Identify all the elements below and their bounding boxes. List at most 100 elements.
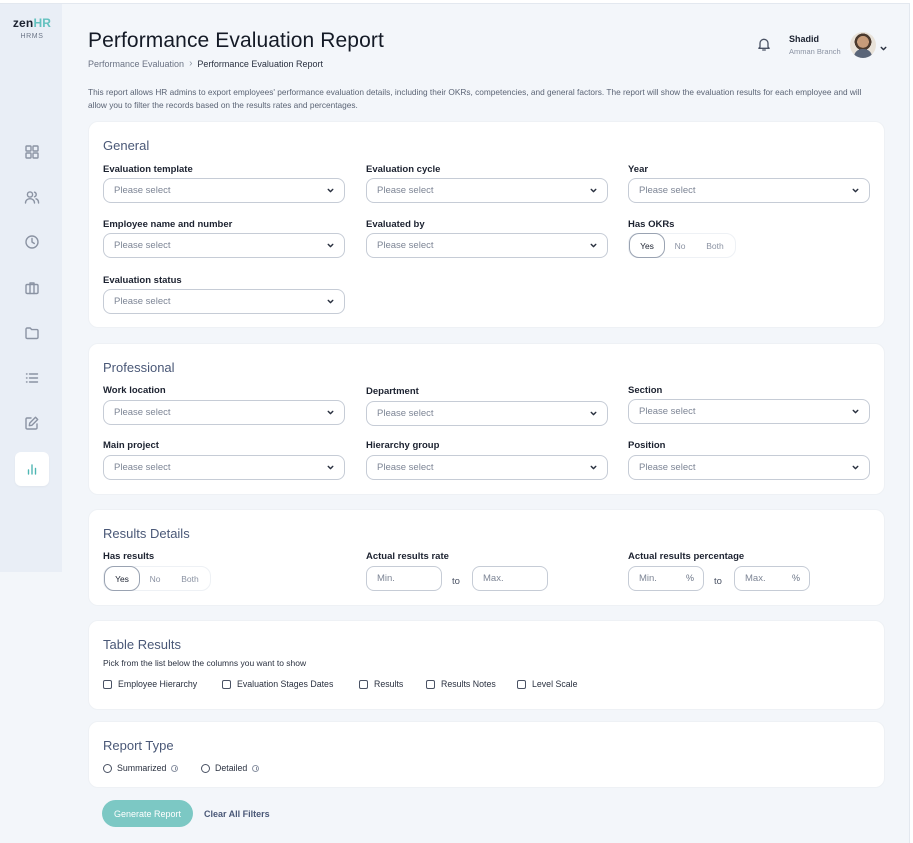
has-results-yes[interactable]: Yes: [104, 566, 140, 591]
sidebar-item-attendance[interactable]: [15, 225, 49, 259]
hierarchy-group-label: Hierarchy group: [366, 440, 440, 451]
radio-label: Detailed: [215, 763, 248, 773]
checkbox[interactable]: [103, 679, 112, 689]
edit-icon: [25, 416, 39, 430]
breadcrumb-parent[interactable]: Performance Evaluation: [88, 58, 185, 69]
breadcrumb-separator: ›: [189, 58, 193, 69]
hierarchy-group-select[interactable]: Please select: [366, 455, 608, 480]
percent-sign: %: [791, 573, 800, 583]
sidebar-item-documents[interactable]: [15, 316, 49, 350]
chevron-down-icon: [589, 409, 598, 418]
page-title: Performance Evaluation Report: [88, 29, 384, 52]
user-name: Shadid: [789, 34, 820, 44]
evaluation-status-label: Evaluation status: [103, 275, 182, 286]
position-select[interactable]: Please select: [628, 455, 870, 480]
sidebar-item-jobs[interactable]: [15, 271, 49, 305]
evaluation-cycle-select[interactable]: Please select: [366, 178, 608, 203]
work-location-placeholder: Please select: [114, 407, 171, 418]
year-placeholder: Please select: [639, 185, 696, 196]
has-okrs-both[interactable]: Both: [706, 240, 724, 251]
evaluated-by-placeholder: Please select: [377, 240, 434, 251]
report-type-summarized-radio[interactable]: Summarized: [103, 763, 179, 773]
main-project-select[interactable]: Please select: [103, 455, 345, 480]
department-select[interactable]: Please select: [366, 401, 608, 426]
info-icon[interactable]: [171, 764, 179, 772]
has-results-toggle: Yes No Both: [103, 566, 211, 591]
column-checkbox-results-notes[interactable]: Results Notes: [426, 679, 496, 689]
has-okrs-yes[interactable]: Yes: [629, 233, 665, 258]
department-label: Department: [366, 386, 419, 397]
report-type-section: Report Type Summarized Detailed: [88, 721, 885, 788]
chevron-down-icon: [326, 408, 335, 417]
has-okrs-toggle: Yes No Both: [628, 233, 736, 258]
dashboard-grid-icon: [25, 145, 39, 159]
has-okrs-no[interactable]: No: [674, 240, 686, 251]
checkbox[interactable]: [517, 679, 526, 689]
chevron-down-icon: [326, 463, 335, 472]
chevron-down-icon: [851, 407, 860, 416]
percentage-max-input[interactable]: Max. %: [734, 566, 810, 591]
sidebar-item-dashboard[interactable]: [15, 135, 49, 169]
report-type-detailed-radio[interactable]: Detailed: [201, 763, 260, 773]
department-placeholder: Please select: [377, 408, 434, 419]
chevron-down-icon: [851, 463, 860, 472]
bar-chart-icon: [27, 464, 37, 475]
has-results-no[interactable]: No: [149, 573, 161, 584]
employee-name-placeholder: Please select: [114, 240, 171, 251]
evaluation-status-select[interactable]: Please select: [103, 289, 345, 314]
checkbox-label: Level Scale: [532, 679, 578, 689]
generate-report-button[interactable]: Generate Report: [102, 800, 193, 827]
chevron-down-icon: [326, 297, 335, 306]
work-location-select[interactable]: Please select: [103, 400, 345, 425]
checkbox[interactable]: [426, 679, 435, 689]
column-checkbox-employee-hierarchy[interactable]: Employee Hierarchy: [103, 679, 197, 689]
actual-results-rate-label: Actual results rate: [366, 551, 449, 562]
evaluation-template-select[interactable]: Please select: [103, 178, 345, 203]
rate-to-label: to: [452, 576, 460, 587]
chevron-down-icon: [589, 241, 598, 250]
employee-name-select[interactable]: Please select: [103, 233, 345, 258]
sidebar-item-reports[interactable]: [15, 452, 49, 486]
avatar[interactable]: [850, 32, 876, 58]
radio-button[interactable]: [103, 763, 112, 773]
section-select[interactable]: Please select: [628, 399, 870, 424]
list-icon: [25, 373, 39, 383]
user-menu-chevron-down-icon[interactable]: [879, 40, 888, 58]
clock-icon: [25, 235, 39, 249]
sidebar-item-lists[interactable]: [15, 361, 49, 395]
clear-all-filters-button[interactable]: Clear All Filters: [204, 809, 270, 819]
evaluation-cycle-label: Evaluation cycle: [366, 164, 441, 175]
checkbox[interactable]: [359, 679, 368, 689]
table-results-title: Table Results: [103, 637, 182, 652]
percentage-min-input[interactable]: Min. %: [628, 566, 704, 591]
info-icon[interactable]: [252, 764, 260, 772]
results-details-section: Results Details Has results Yes No Both …: [88, 509, 885, 606]
rate-min-input[interactable]: Min.: [366, 566, 442, 591]
column-checkbox-level-scale[interactable]: Level Scale: [517, 679, 577, 689]
evaluation-cycle-placeholder: Please select: [377, 185, 434, 196]
professional-section-title: Professional: [103, 360, 175, 375]
radio-button[interactable]: [201, 763, 210, 773]
section-label: Section: [628, 385, 663, 396]
evaluated-by-select[interactable]: Please select: [366, 233, 608, 258]
has-results-both[interactable]: Both: [181, 573, 199, 584]
bell-icon: [758, 38, 770, 51]
breadcrumb-current: Performance Evaluation Report: [197, 58, 323, 69]
position-label: Position: [628, 440, 666, 451]
evaluation-template-placeholder: Please select: [114, 185, 171, 196]
percentage-max-placeholder: Max.: [745, 573, 766, 584]
briefcase-icon: [25, 282, 39, 295]
column-checkbox-evaluation-stages-dates[interactable]: Evaluation Stages Dates: [222, 679, 333, 689]
section-placeholder: Please select: [639, 406, 696, 417]
year-select[interactable]: Please select: [628, 178, 870, 203]
rate-min-placeholder: Min.: [377, 573, 395, 584]
checkbox[interactable]: [222, 679, 231, 689]
sidebar-item-employees[interactable]: [15, 180, 49, 214]
rate-max-input[interactable]: Max.: [472, 566, 548, 591]
results-details-title: Results Details: [103, 526, 190, 541]
column-checkbox-results[interactable]: Results: [359, 679, 403, 689]
sidebar-item-requests[interactable]: [15, 406, 49, 440]
report-description: This report allows HR admins to export e…: [88, 87, 862, 110]
notifications-button[interactable]: [756, 36, 774, 54]
table-results-hint: Pick from the list below the columns you…: [103, 658, 307, 668]
